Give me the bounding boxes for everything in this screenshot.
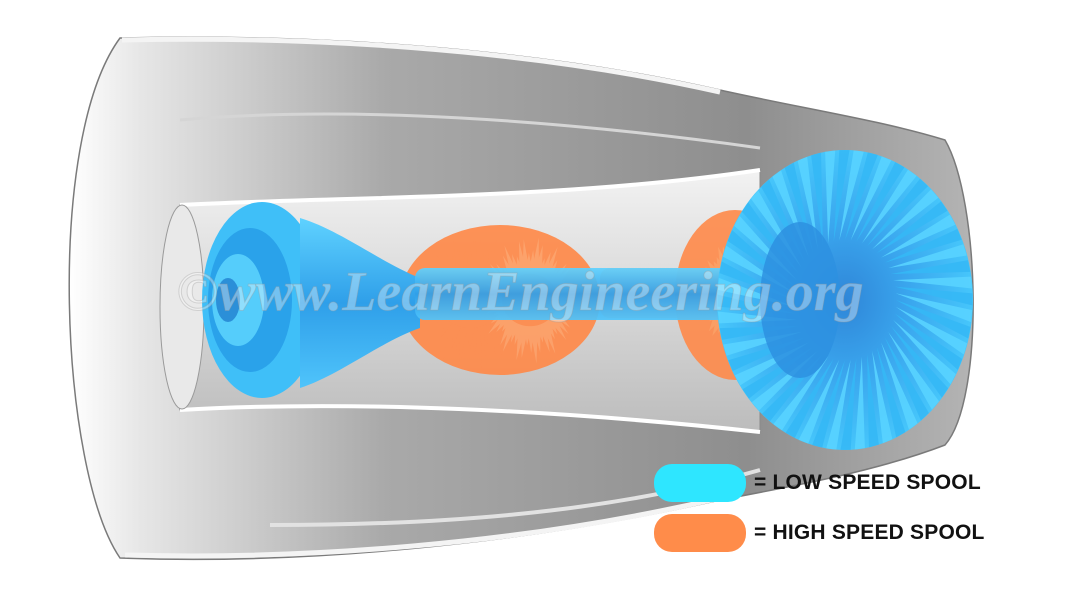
nacelle-highlight-bottom [124,495,721,559]
legend-swatch-low [654,464,746,502]
legend-item-low-speed-spool: = LOW SPEED SPOOL [654,464,981,502]
low-speed-turbine [202,202,322,398]
watermark: ©www.LearnEngineering.org [176,261,863,323]
legend-swatch-high [654,514,746,552]
nacelle-highlight-mid [179,112,761,150]
fan [717,150,973,450]
legend-label-low: = LOW SPEED SPOOL [754,471,981,494]
low-speed-turbine-cone [300,218,420,388]
legend-item-high-speed-spool: = HIGH SPEED SPOOL [654,514,985,552]
core-tunnel-top-edge [179,168,761,207]
nacelle-highlight-top [121,36,721,95]
core-tunnel-bottom-edge [179,404,761,434]
legend-label-high: = HIGH SPEED SPOOL [754,521,985,544]
low-speed-shaft [415,268,735,320]
